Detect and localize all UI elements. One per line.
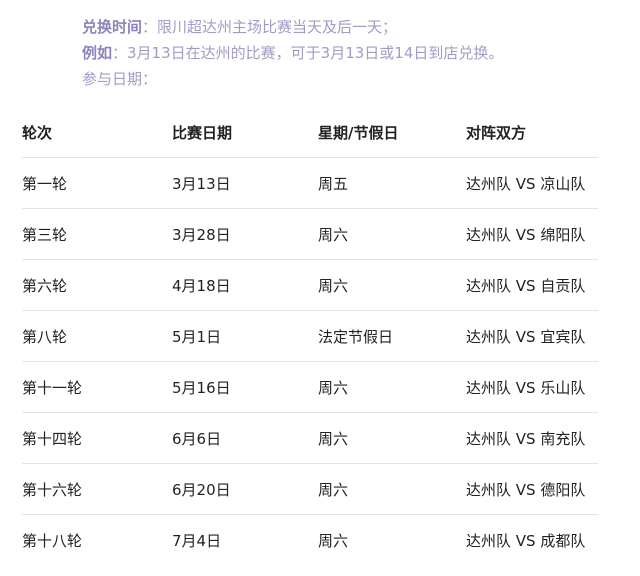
cell-date: 6月6日: [172, 412, 318, 464]
table-row: 第十六轮 6月20日 周六 达州队 VS 德阳队: [22, 463, 598, 515]
exchange-time-line: 兑换时间：限川超达州主场比赛当天及后一天；: [82, 14, 503, 40]
table-row: 第六轮 4月18日 周六 达州队 VS 自贡队: [22, 259, 598, 311]
table-row: 第八轮 5月1日 法定节假日 达州队 VS 宜宾队: [22, 310, 598, 362]
intro-text: 兑换时间：限川超达州主场比赛当天及后一天； 例如：3月13日在达州的比赛，可于3…: [82, 14, 503, 92]
cell-weekday: 周五: [318, 157, 466, 209]
cell-date: 4月18日: [172, 259, 318, 311]
participation-dates-label: 参与日期：: [82, 70, 158, 88]
header-round: 轮次: [22, 107, 172, 158]
example-line: 例如：3月13日在达州的比赛，可于3月13日或14日到店兑换。: [82, 40, 503, 66]
cell-matchup: 达州队 VS 南充队: [466, 412, 598, 464]
cell-weekday: 周六: [318, 531, 349, 550]
cell-matchup: 达州队 VS 自贡队: [466, 259, 598, 311]
table-row: 第三轮 3月28日 周六 达州队 VS 绵阳队: [22, 208, 598, 260]
cell-weekday: 周六: [318, 361, 466, 413]
table-row: 第十一轮 5月16日 周六 达州队 VS 乐山队: [22, 361, 598, 413]
cell-round: 第十六轮: [22, 463, 172, 515]
table-header-row: 轮次 比赛日期 星期/节假日 对阵双方: [22, 107, 598, 158]
cell-date: 3月13日: [172, 157, 318, 209]
cell-date: 5月16日: [172, 361, 318, 413]
cell-weekday: 周六: [318, 412, 466, 464]
cell-round: 第八轮: [22, 310, 172, 362]
cell-matchup: 达州队 VS 德阳队: [466, 463, 598, 515]
table-row: 第十四轮 6月6日 周六 达州队 VS 南充队: [22, 412, 598, 464]
example-label: 例如: [82, 44, 113, 62]
cell-round: 第十一轮: [22, 361, 172, 413]
cell-weekday: 周六: [318, 463, 466, 515]
header-date: 比赛日期: [172, 107, 318, 158]
example-text: ：3月13日在达州的比赛，可于3月13日或14日到店兑换。: [112, 44, 504, 62]
cell-round: 第十八轮: [22, 531, 83, 550]
exchange-time-text: ：限川超达州主场比赛当天及后一天；: [142, 18, 398, 36]
cell-matchup: 达州队 VS 成都队: [466, 531, 586, 550]
cell-date: 3月28日: [172, 208, 318, 260]
cell-matchup: 达州队 VS 绵阳队: [466, 208, 598, 260]
exchange-time-label: 兑换时间: [82, 18, 143, 36]
cell-matchup: 达州队 VS 乐山队: [466, 361, 598, 413]
cell-round: 第一轮: [22, 157, 172, 209]
cell-weekday: 周六: [318, 259, 466, 311]
cell-weekday: 法定节假日: [318, 310, 466, 362]
cell-round: 第六轮: [22, 259, 172, 311]
table-row: 第一轮 3月13日 周五 达州队 VS 凉山队: [22, 157, 598, 209]
cell-round: 第三轮: [22, 208, 172, 260]
table-row: 第十八轮 7月4日 周六 达州队 VS 成都队: [22, 515, 598, 566]
cell-matchup: 达州队 VS 宜宾队: [466, 310, 598, 362]
cell-weekday: 周六: [318, 208, 466, 260]
cell-date: 6月20日: [172, 463, 318, 515]
cell-matchup: 达州队 VS 凉山队: [466, 157, 598, 209]
cell-round: 第十四轮: [22, 412, 172, 464]
header-weekday: 星期/节假日: [318, 107, 466, 158]
header-matchup: 对阵双方: [466, 107, 598, 158]
cell-date: 7月4日: [172, 531, 222, 550]
schedule-table: 轮次 比赛日期 星期/节假日 对阵双方 第一轮 3月13日 周五 达州队 VS 凉山队…: [22, 107, 598, 565]
cell-date: 5月1日: [172, 310, 318, 362]
